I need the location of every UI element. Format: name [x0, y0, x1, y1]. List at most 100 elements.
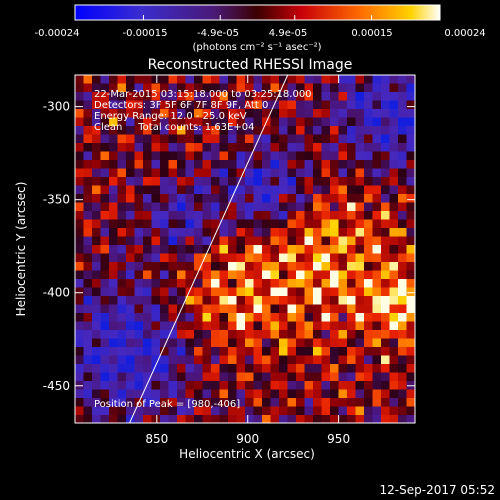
- heatmap-cell: [168, 134, 178, 144]
- heatmap-cell: [168, 83, 178, 93]
- heatmap-cell: [109, 134, 118, 144]
- heatmap-cell: [143, 202, 152, 212]
- heatmap-cell: [100, 202, 110, 212]
- heatmap-cell: [143, 75, 152, 84]
- heatmap-cell: [168, 126, 178, 135]
- heatmap-cell: [245, 160, 254, 169]
- heatmap-cell: [177, 109, 186, 118]
- heatmap-cell: [75, 389, 84, 399]
- heatmap-cell: [143, 177, 152, 186]
- heatmap-cell: [211, 75, 220, 84]
- heatmap-cell: [381, 304, 390, 314]
- heatmap-cell: [219, 253, 229, 263]
- heatmap-cell: [211, 245, 220, 254]
- heatmap-cell: [75, 355, 84, 365]
- heatmap-cell: [177, 296, 186, 305]
- heatmap-cell: [202, 177, 212, 186]
- heatmap-cell: [245, 92, 254, 101]
- heatmap-cell: [219, 389, 229, 399]
- heatmap-cell: [109, 262, 118, 271]
- heatmap-cell: [228, 109, 237, 118]
- heatmap-cell: [228, 321, 237, 331]
- heatmap-cell: [279, 211, 288, 220]
- heatmap-cell: [109, 160, 118, 169]
- x-tick-label: 900: [236, 432, 259, 446]
- heatmap-cell: [109, 398, 118, 407]
- heatmap-cell: [406, 253, 415, 263]
- heatmap-cell: [75, 245, 84, 254]
- heatmap-cell: [83, 151, 93, 161]
- chart-title: Reconstructed RHESSI Image: [148, 57, 353, 73]
- heatmap-cell: [262, 381, 271, 390]
- heatmap-cell: [126, 109, 135, 118]
- heatmap-cell: [304, 134, 314, 144]
- heatmap-cell: [381, 168, 390, 178]
- heatmap-cell: [202, 143, 212, 152]
- heatmap-cell: [381, 185, 390, 195]
- heatmap-cell: [279, 100, 288, 110]
- heatmap-cell: [313, 321, 322, 331]
- heatmap-cell: [389, 245, 399, 254]
- heatmap-cell: [83, 211, 93, 220]
- heatmap-cell: [177, 262, 186, 271]
- heatmap-cell: [219, 364, 229, 373]
- heatmap-cell: [177, 160, 186, 169]
- heatmap-cell: [219, 185, 229, 195]
- heatmap-cell: [126, 262, 135, 271]
- heatmap-cell: [389, 406, 399, 416]
- heatmap-cell: [245, 304, 254, 314]
- heatmap-cell: [347, 406, 356, 416]
- heatmap-cell: [134, 304, 144, 314]
- heatmap-cell: [185, 236, 195, 246]
- heatmap-cell: [83, 313, 93, 322]
- heatmap-cell: [253, 134, 263, 144]
- heatmap-cell: [185, 194, 195, 203]
- heatmap-cell: [304, 321, 314, 331]
- heatmap-cell: [262, 355, 271, 365]
- heatmap-cell: [185, 168, 195, 178]
- heatmap-cell: [126, 185, 135, 195]
- heatmap-cell: [296, 143, 305, 152]
- heatmap-cell: [355, 279, 365, 288]
- heatmap-cell: [185, 313, 195, 322]
- heatmap-cell: [143, 160, 152, 169]
- heatmap-cell: [321, 270, 331, 280]
- heatmap-cell: [100, 228, 110, 237]
- heatmap-cell: [117, 126, 127, 135]
- heatmap-cell: [109, 109, 118, 118]
- heatmap-cell: [236, 117, 246, 127]
- heatmap-cell: [355, 270, 365, 280]
- heatmap-cell: [228, 143, 237, 152]
- heatmap-cell: [100, 338, 110, 348]
- heatmap-cell: [134, 168, 144, 178]
- heatmap-cell: [279, 160, 288, 169]
- heatmap-cell: [228, 304, 237, 314]
- heatmap-cell: [151, 262, 161, 271]
- heatmap-cell: [321, 296, 331, 305]
- heatmap-cell: [253, 83, 263, 93]
- heatmap-cell: [202, 364, 212, 373]
- heatmap-cell: [279, 406, 288, 416]
- heatmap-cell: [347, 185, 356, 195]
- heatmap-cell: [236, 168, 246, 178]
- heatmap-cell: [364, 219, 373, 229]
- heatmap-cell: [347, 92, 356, 101]
- heatmap-cell: [287, 279, 297, 288]
- heatmap-cell: [211, 177, 220, 186]
- heatmap-cell: [389, 389, 399, 399]
- heatmap-cell: [279, 194, 288, 203]
- heatmap-cell: [236, 185, 246, 195]
- heatmap-cell: [92, 160, 101, 169]
- heatmap-cell: [406, 270, 415, 280]
- heatmap-cell: [355, 211, 365, 220]
- heatmap-cell: [168, 151, 178, 161]
- heatmap-cell: [92, 355, 101, 365]
- heatmap-cell: [228, 364, 237, 373]
- heatmap-cell: [245, 236, 254, 246]
- heatmap-cell: [364, 355, 373, 365]
- heatmap-cell: [304, 304, 314, 314]
- heatmap-cell: [253, 126, 263, 135]
- heatmap-cell: [168, 168, 178, 178]
- heatmap-cell: [253, 355, 263, 365]
- heatmap-cell: [211, 109, 220, 118]
